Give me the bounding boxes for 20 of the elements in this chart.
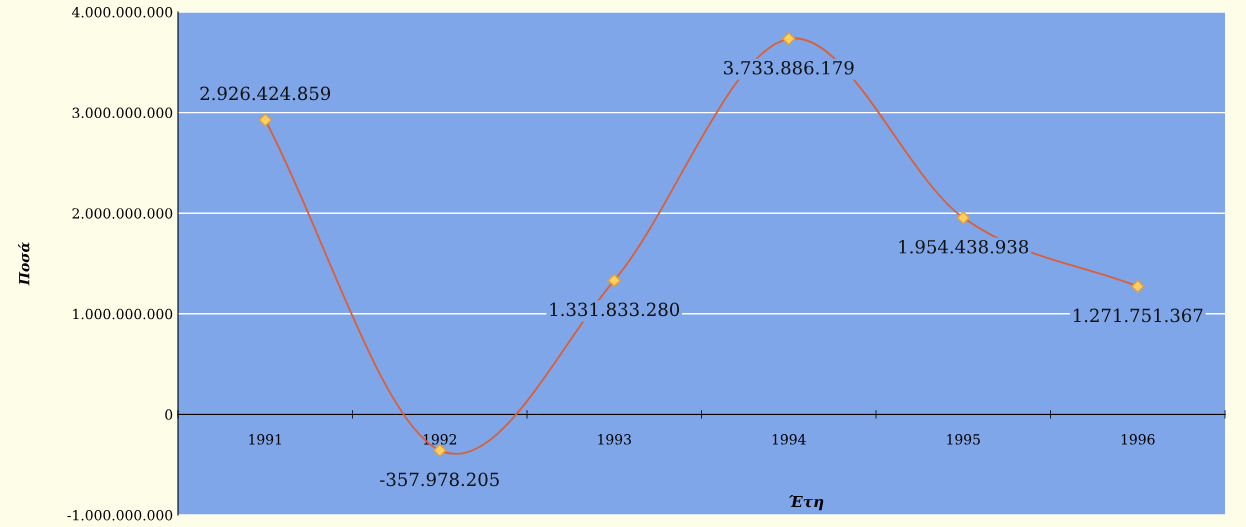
data-label: 1.271.751.367	[1073, 308, 1203, 323]
x-axis-title: Έτη	[788, 494, 824, 511]
x-tick-label: 1994	[772, 434, 806, 445]
x-tick-label: 1993	[598, 434, 631, 445]
y-tick-label: 0	[165, 409, 173, 420]
y-tick-label: 2.000.000.000	[72, 208, 173, 219]
data-label: 1.954.438.938	[899, 239, 1029, 254]
y-tick-label: 1.000.000.000	[73, 308, 173, 320]
y-tick-label: 3.000.000.000	[72, 107, 173, 119]
y-axis-title: Ποσά	[18, 242, 30, 286]
x-tick-label: 1992	[423, 434, 457, 445]
data-label: 3.733.886.179	[724, 60, 854, 75]
data-label: -357.978.205	[380, 472, 499, 487]
x-tick-label: 1995	[947, 434, 980, 445]
x-tick-label: 1996	[1121, 434, 1155, 445]
y-tick-label: -1.000.000.000	[67, 509, 173, 521]
x-tick-label: 1991	[249, 434, 281, 445]
data-label: 1.331.833.280	[550, 302, 680, 317]
y-tick-label: 4.000.000.000	[71, 6, 173, 18]
data-label: 2.926.424.859	[200, 86, 331, 101]
